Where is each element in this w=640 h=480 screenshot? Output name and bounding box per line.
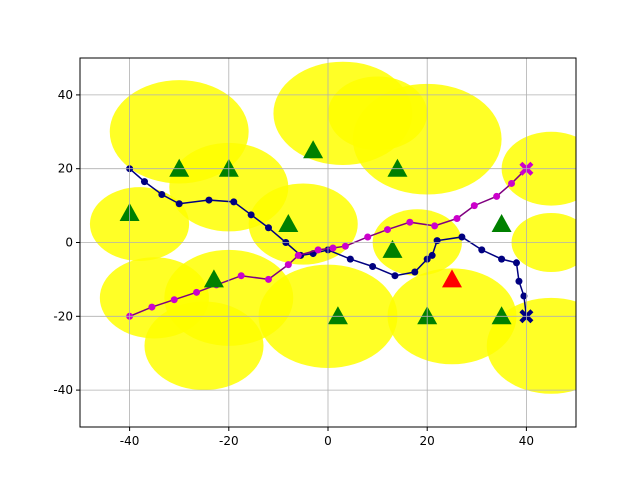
triangle-marker	[303, 140, 324, 159]
waypoint	[433, 237, 441, 245]
triangle-marker	[327, 306, 348, 325]
triangle-marker	[442, 269, 462, 288]
waypoint	[478, 246, 486, 254]
waypoint	[170, 296, 178, 304]
waypoint	[346, 255, 354, 263]
waypoint	[140, 178, 148, 186]
waypoint	[453, 215, 461, 223]
waypoint	[314, 246, 322, 254]
y-tick-label: -40	[53, 383, 73, 397]
waypoint	[520, 292, 528, 300]
waypoint	[470, 202, 478, 210]
x-tick-label: -40	[120, 434, 140, 448]
y-tick-label: 0	[65, 236, 73, 250]
triangle-marker	[387, 158, 408, 177]
y-tick-label: 20	[58, 162, 73, 176]
waypoint	[508, 179, 516, 187]
coverage-region	[248, 183, 358, 265]
waypoint	[384, 226, 392, 234]
waypoint	[294, 251, 302, 259]
waypoint	[158, 191, 166, 199]
coverage-region	[144, 301, 264, 391]
waypoint	[175, 200, 183, 208]
waypoint	[193, 288, 201, 296]
waypoint	[247, 211, 255, 219]
triangle-marker	[203, 269, 224, 288]
waypoint	[458, 233, 466, 241]
waypoint	[364, 233, 372, 241]
waypoint	[205, 196, 213, 204]
coverage-region	[328, 76, 428, 151]
waypoint	[148, 303, 156, 311]
waypoint	[493, 192, 501, 200]
x-tick-label: 40	[519, 434, 534, 448]
waypoint	[428, 251, 436, 259]
y-tick-label: 40	[58, 88, 73, 102]
waypoint	[264, 275, 272, 283]
triangle-marker	[491, 306, 512, 325]
waypoint	[406, 218, 414, 226]
waypoint	[237, 272, 245, 280]
waypoint	[431, 222, 439, 230]
plot-area	[89, 61, 576, 394]
coverage-region	[486, 297, 576, 394]
x-tick-label: 20	[420, 434, 435, 448]
waypoint	[391, 272, 399, 280]
waypoint	[329, 244, 337, 252]
waypoint	[284, 261, 292, 269]
triangle-marker	[491, 214, 512, 233]
y-tick-label: -20	[53, 309, 73, 323]
waypoint	[498, 255, 506, 263]
waypoint	[230, 198, 238, 206]
triangle-marker	[278, 214, 299, 233]
path-line	[129, 168, 528, 317]
waypoint	[341, 242, 349, 250]
x-tick-label: -20	[219, 434, 239, 448]
axes-frame	[79, 57, 577, 428]
waypoint	[264, 224, 272, 232]
triangle-marker	[382, 239, 403, 258]
waypoint	[515, 277, 523, 285]
triangle-marker	[169, 158, 190, 177]
x-tick-label: 0	[324, 434, 332, 448]
waypoint	[411, 268, 419, 276]
waypoint	[512, 259, 520, 267]
waypoint	[369, 262, 377, 270]
